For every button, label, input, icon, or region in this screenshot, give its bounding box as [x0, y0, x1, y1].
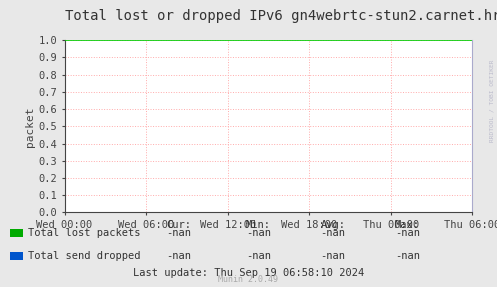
- Text: -nan: -nan: [395, 251, 420, 261]
- Text: Max:: Max:: [395, 220, 420, 230]
- Text: Total send dropped: Total send dropped: [28, 251, 141, 261]
- Text: -nan: -nan: [246, 251, 271, 261]
- Text: Total lost or dropped IPv6 gn4webrtc-stun2.carnet.hr - by day: Total lost or dropped IPv6 gn4webrtc-stu…: [65, 9, 497, 23]
- Text: RRDTOOL / TOBI OETIKER: RRDTOOL / TOBI OETIKER: [490, 59, 495, 142]
- Text: Munin 2.0.49: Munin 2.0.49: [219, 275, 278, 284]
- Text: -nan: -nan: [321, 251, 345, 261]
- Text: -nan: -nan: [166, 251, 191, 261]
- Text: -nan: -nan: [321, 228, 345, 238]
- Text: Total lost packets: Total lost packets: [28, 228, 141, 238]
- Text: -nan: -nan: [395, 228, 420, 238]
- Text: Last update: Thu Sep 19 06:58:10 2024: Last update: Thu Sep 19 06:58:10 2024: [133, 268, 364, 278]
- Text: -nan: -nan: [166, 228, 191, 238]
- Y-axis label: packet: packet: [25, 106, 35, 147]
- Text: -nan: -nan: [246, 228, 271, 238]
- Text: Avg:: Avg:: [321, 220, 345, 230]
- Text: Min:: Min:: [246, 220, 271, 230]
- Text: Cur:: Cur:: [166, 220, 191, 230]
